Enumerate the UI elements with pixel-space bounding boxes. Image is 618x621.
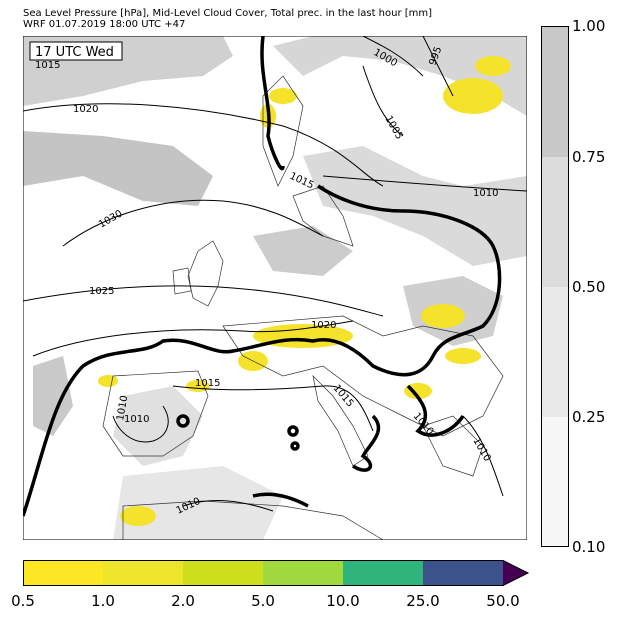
precip-colorbar bbox=[23, 560, 529, 586]
precip-patch bbox=[475, 56, 511, 76]
thick-contour bbox=[290, 441, 300, 451]
precip-legend-label: 5.0 bbox=[251, 592, 275, 610]
cloud-cover-colorbar bbox=[541, 26, 569, 547]
isobar-line bbox=[362, 36, 424, 77]
isobar-line bbox=[62, 199, 324, 247]
colorbar-segment bbox=[263, 560, 343, 586]
thick-contour bbox=[352, 414, 381, 472]
isobar-line bbox=[422, 36, 454, 97]
cloud-legend-label: 0.50 bbox=[572, 278, 606, 296]
precip-patch bbox=[120, 506, 156, 526]
colorbar-segment bbox=[541, 417, 569, 547]
weather-map: 1015 1020 1030 1025 1020 1015 1010 1010 … bbox=[23, 36, 527, 540]
isobar-line bbox=[32, 320, 354, 357]
thick-contour bbox=[23, 184, 502, 517]
cloud-patch bbox=[113, 386, 203, 466]
denmark-outline bbox=[292, 185, 354, 247]
italy-outline bbox=[312, 374, 369, 467]
precip-legend-label: 1.0 bbox=[91, 592, 115, 610]
colorbar-extend-arrow bbox=[503, 560, 529, 586]
precip-patch bbox=[421, 304, 465, 328]
precip-patch bbox=[269, 88, 297, 104]
isobar-line bbox=[112, 405, 169, 443]
precip-legend-label: 2.0 bbox=[171, 592, 195, 610]
chart-title: Sea Level Pressure [hPa], Mid-Level Clou… bbox=[23, 8, 433, 19]
isobar-label: 1025 bbox=[89, 286, 114, 297]
thick-contour bbox=[260, 36, 285, 171]
colorbar-segment bbox=[23, 560, 103, 586]
cloud-legend-label: 0.75 bbox=[572, 148, 606, 166]
precip-legend-label: 25.0 bbox=[406, 592, 440, 610]
precip-legend-label: 50.0 bbox=[486, 592, 520, 610]
thick-contour bbox=[406, 384, 465, 437]
run-info: WRF 01.07.2019 18:00 UTC +47 bbox=[23, 19, 186, 30]
precip-patch bbox=[443, 78, 503, 114]
isobar-label: 1010 bbox=[124, 414, 149, 425]
colorbar-segment bbox=[343, 560, 423, 586]
thick-contour bbox=[252, 492, 309, 508]
isobar-line bbox=[23, 103, 384, 187]
time-badge: 17 UTC Wed bbox=[35, 45, 114, 60]
isobar-line bbox=[462, 415, 504, 497]
cloud-legend-label: 0.10 bbox=[572, 538, 606, 556]
cloud-patch bbox=[23, 131, 213, 206]
isobar-label: 1015 bbox=[35, 60, 60, 71]
norway-outline bbox=[262, 75, 304, 187]
colorbar-segment bbox=[103, 560, 183, 586]
isobar-label: 1020 bbox=[311, 320, 336, 331]
cloud-legend-label: 1.00 bbox=[572, 17, 606, 35]
britain-outline bbox=[187, 240, 224, 307]
isobar-label: 1015 bbox=[195, 378, 220, 389]
precip-legend-label: 10.0 bbox=[326, 592, 360, 610]
iberia-outline bbox=[102, 370, 209, 457]
precip-patch bbox=[98, 375, 118, 387]
thick-contour bbox=[176, 414, 190, 428]
colorbar-segment bbox=[423, 560, 503, 586]
colorbar-frame bbox=[541, 26, 569, 547]
cloud-cover-layer bbox=[23, 36, 527, 540]
colorbar-segment bbox=[183, 560, 263, 586]
isobar-line bbox=[322, 175, 527, 192]
isobar-line bbox=[182, 500, 274, 512]
cloud-patch bbox=[303, 146, 527, 266]
colorbar-segment bbox=[541, 287, 569, 417]
isobar-label: 1010 bbox=[115, 395, 130, 422]
colorbar-segment bbox=[541, 157, 569, 287]
thick-contour bbox=[287, 425, 299, 437]
isobar-line bbox=[172, 385, 374, 432]
cloud-patch bbox=[33, 356, 73, 436]
isobar-label: 1020 bbox=[73, 104, 98, 115]
isobars bbox=[23, 36, 527, 512]
isobar-label: 1010 bbox=[473, 188, 498, 199]
cloud-patch bbox=[273, 36, 527, 116]
greece-outline bbox=[422, 415, 484, 477]
cloud-legend-label: 0.25 bbox=[572, 408, 606, 426]
isobar-line bbox=[23, 285, 384, 317]
precip-legend-label: 0.5 bbox=[11, 592, 35, 610]
time-badge-box bbox=[29, 41, 123, 61]
cloud-patch bbox=[253, 226, 353, 276]
colorbar-frame bbox=[23, 560, 529, 586]
colorbar-segment bbox=[541, 26, 569, 157]
thick-contours bbox=[23, 36, 502, 517]
isobar-line bbox=[362, 65, 404, 137]
cloud-patch bbox=[113, 466, 283, 540]
precip-patch bbox=[445, 348, 481, 364]
